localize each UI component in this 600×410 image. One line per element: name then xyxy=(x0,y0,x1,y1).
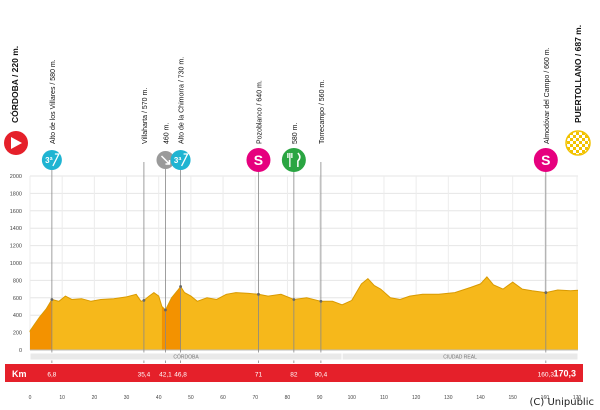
x-tick-label: 10 xyxy=(59,395,65,401)
y-tick-label: 200 xyxy=(13,331,22,337)
sprint-icon: S xyxy=(246,148,271,172)
sprint-letter: S xyxy=(254,152,263,168)
km-value-label: 6,8 xyxy=(47,372,56,379)
waypoint-icons: 3ª 3ª S S xyxy=(4,130,591,172)
x-tick-label: 140 xyxy=(476,395,485,401)
waypoint-label: Villaharta / 570 m. xyxy=(142,88,149,144)
region-band: CÓRDOBA CIUDAD REAL xyxy=(29,352,579,361)
feed-zone-icon xyxy=(281,148,306,172)
y-tick-label: 400 xyxy=(13,313,22,319)
waypoint-dot xyxy=(179,285,182,288)
x-tick-label: 20 xyxy=(92,395,98,401)
waypoint-label: Alto de los Villares / 580 m. xyxy=(50,59,57,144)
climb-3rd-icon: 3ª xyxy=(170,150,191,170)
waypoint-dot xyxy=(142,299,146,302)
y-axis-ticks: 0 200 400 600 800 1000 1200 1400 1600 1800 2000 xyxy=(10,174,22,354)
waypoint-label: PUERTOLLANO / 687 m. xyxy=(573,25,583,123)
waypoint-label: 580 m. xyxy=(292,123,299,144)
sprint-letter: S xyxy=(541,152,550,168)
waypoint-label: Torrecampo / 560 m. xyxy=(319,80,326,144)
km-bar-background xyxy=(5,364,583,382)
climb-3rd-icon: 3ª xyxy=(41,150,62,170)
x-tick-label: 40 xyxy=(156,395,162,401)
x-tick-label: 70 xyxy=(252,395,258,401)
elevation-line xyxy=(29,276,579,333)
y-tick-label: 800 xyxy=(13,278,22,284)
y-tick-label: 0 xyxy=(19,348,22,354)
km-value-label: 35,4 xyxy=(138,372,151,379)
x-tick-label: 120 xyxy=(412,395,421,401)
x-tick-label: 170 xyxy=(573,395,582,401)
elevation-area xyxy=(29,276,579,351)
y-tick-label: 1400 xyxy=(10,226,22,232)
y-tick-label: 1800 xyxy=(10,191,22,197)
waypoint-label: Alto de la Chimorra / 730 m. xyxy=(179,57,186,144)
waypoint-label: Almodóvar del Campo / 660 m. xyxy=(544,47,551,144)
x-tick-label: 100 xyxy=(348,395,357,401)
credit-text: (C) Unipublic xyxy=(529,397,595,408)
sprint-icon: S xyxy=(533,148,558,172)
x-tick-label: 90 xyxy=(317,395,323,401)
waypoint-dot xyxy=(164,308,167,312)
elevation-fill xyxy=(30,276,578,350)
waypoint-dot xyxy=(292,298,296,301)
climb-category-badge: 3ª xyxy=(45,156,52,165)
km-value-label: 82 xyxy=(290,372,298,379)
x-tick-label: 130 xyxy=(444,395,453,401)
waypoint-dot xyxy=(544,291,548,294)
x-tick-label: 150 xyxy=(509,395,518,401)
waypoint-label: 460 m. xyxy=(163,123,170,144)
region-label: CÓRDOBA xyxy=(173,354,199,361)
climb-highlight xyxy=(161,286,181,350)
y-tick-label: 1000 xyxy=(10,261,22,267)
climb-highlight xyxy=(30,299,52,350)
region-band-segment xyxy=(341,352,579,361)
region-label: CIUDAD REAL xyxy=(443,355,477,361)
x-tick-label: 50 xyxy=(188,395,194,401)
x-tick-label: 30 xyxy=(124,395,130,401)
waypoint-labels: CÓRDOBA / 220 m. Alto de los Villares / 5… xyxy=(9,25,583,144)
km-bar-label: Km xyxy=(12,369,27,379)
km-value-label: 170,3 xyxy=(553,369,576,379)
km-value-label: 42,1 xyxy=(159,372,172,379)
x-tick-label: 80 xyxy=(285,395,291,401)
km-value-label: 90,4 xyxy=(315,372,328,379)
waypoint-dot xyxy=(257,292,260,296)
x-tick-label: 0 xyxy=(29,395,32,401)
x-axis-ticks: 0 10 20 30 40 50 60 70 80 90 100 110 120 130 140 150 160… xyxy=(29,395,582,401)
y-tick-label: 2000 xyxy=(10,174,22,180)
x-tick-label: 60 xyxy=(220,395,226,401)
waypoint-dot xyxy=(319,299,323,303)
climb-category-badge: 3ª xyxy=(174,156,181,165)
waypoint-label: CÓRDOBA / 220 m. xyxy=(9,46,20,123)
finish-flag-icon xyxy=(565,130,591,156)
x-tick-label: 160 xyxy=(541,395,550,401)
x-tick-label: 110 xyxy=(380,395,388,401)
km-value-label: 160,3 xyxy=(538,372,555,379)
y-tick-label: 600 xyxy=(13,296,22,302)
y-tick-label: 1200 xyxy=(10,244,22,250)
waypoint-label: Pozoblanco / 640 m. xyxy=(256,80,263,144)
km-value-label: 71 xyxy=(255,372,263,379)
km-bar: Km 6,8 35,4 42,1 46,8 71 82 90,4 160,3 170,3 xyxy=(5,364,583,382)
start-arrow-icon xyxy=(4,131,28,155)
waypoint-leaders xyxy=(50,162,548,363)
waypoint-dot xyxy=(50,298,54,301)
km-value-label: 46,8 xyxy=(174,372,187,379)
descent-icon xyxy=(156,151,175,169)
y-tick-label: 1600 xyxy=(10,209,22,215)
